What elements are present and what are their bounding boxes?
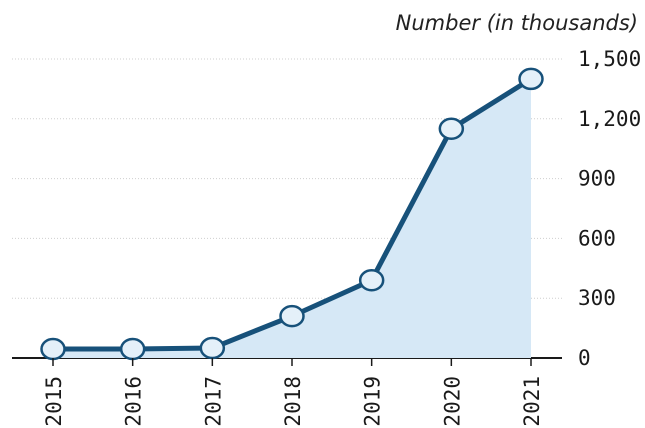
x-tick-label: 2020 — [440, 376, 464, 427]
y-tick-labels: 0 300 600 900 1,200 1,500 — [578, 47, 641, 370]
x-tick-labels: 2015 2016 2017 2018 2019 2020 2021 — [42, 358, 544, 427]
y-tick-label: 1,200 — [578, 107, 641, 131]
y-tick-label: 300 — [578, 286, 616, 310]
x-tick-label: 2016 — [122, 376, 146, 427]
x-tick-label: 2015 — [42, 376, 66, 427]
area-layer — [53, 78, 531, 358]
data-point — [438, 117, 465, 141]
data-point — [199, 336, 226, 360]
series-area — [53, 78, 531, 358]
y-tick-label: 0 — [578, 346, 591, 370]
y-tick-label: 600 — [578, 226, 616, 250]
data-point — [518, 67, 544, 91]
y-tick-label: 900 — [578, 167, 616, 191]
unit-label: Number (in thousands) — [396, 11, 638, 35]
x-tick-label: 2019 — [361, 376, 385, 427]
data-point — [119, 337, 146, 361]
x-tick-label: 2018 — [281, 376, 305, 427]
data-point — [40, 337, 66, 361]
data-point — [358, 269, 385, 292]
x-tick-label: 2017 — [201, 376, 225, 427]
y-tick-label: 1,500 — [578, 47, 641, 71]
data-point — [279, 304, 305, 328]
x-tick-label: 2021 — [520, 376, 544, 427]
